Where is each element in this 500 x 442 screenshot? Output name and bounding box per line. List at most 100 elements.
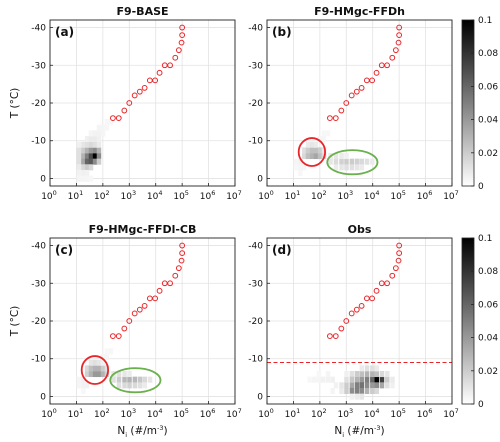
heatmap-cell [317, 136, 323, 143]
panel-title: F9-BASE [116, 5, 168, 18]
x-tick-label: 105 [173, 189, 189, 202]
heatmap-cell [92, 158, 98, 165]
heatmap-cell [84, 365, 90, 372]
x-tick-label: 104 [147, 407, 163, 420]
heatmap-cell [111, 376, 116, 383]
heatmap-cell [317, 152, 323, 160]
x-tick-label: 101 [285, 189, 301, 202]
heatmap-cell [84, 164, 90, 171]
heatmap-cell [344, 387, 349, 395]
reference-marker [389, 272, 396, 279]
heatmap-cell [354, 387, 360, 395]
heatmap-cell [92, 141, 98, 148]
reference-marker [141, 303, 148, 309]
heatmap-cell [76, 164, 81, 171]
x-tick-label: 106 [200, 407, 216, 420]
x-tick-label: 104 [364, 189, 380, 202]
panel-title: Obs [348, 223, 372, 236]
panel-label: (d) [272, 243, 292, 257]
reference-marker [115, 333, 122, 339]
y-tick-label: -20 [248, 99, 263, 109]
x-tick-label: 106 [417, 407, 433, 420]
heatmap-cell [96, 152, 102, 160]
y-tick-labels: 0 -10 -20 -30 -40 [31, 24, 53, 184]
x-tick-label: 100 [258, 189, 274, 202]
heatmap-cell [339, 382, 344, 389]
heatmap-cell [76, 382, 81, 389]
x-tick-label: 107 [443, 407, 459, 420]
heatmap-cell [81, 175, 86, 182]
y-tick-label: -20 [31, 99, 46, 109]
heatmap-cell [116, 370, 122, 378]
x-tick-label: 102 [94, 189, 110, 202]
heatmap-cell [76, 376, 81, 383]
heatmap-cell [81, 152, 86, 160]
heatmap-cell [344, 376, 349, 383]
heatmap-cell [349, 393, 355, 400]
reference-marker [179, 32, 186, 38]
reference-marker [178, 39, 185, 46]
heatmap-cell [76, 158, 81, 165]
heatmap-cell [298, 164, 303, 171]
heatmap-cell [104, 124, 110, 131]
heatmap-cell [349, 370, 355, 378]
y-tick-label: 0 [257, 392, 263, 402]
heatmap-cell [116, 382, 122, 389]
heatmap-cell [385, 376, 390, 383]
heatmap-cells [307, 365, 395, 400]
heatmap-cell [84, 141, 90, 148]
heatmap-cell [88, 175, 94, 182]
heatmap-cell [100, 124, 106, 131]
heatmap-cell [374, 387, 380, 395]
reference-marker [141, 85, 148, 91]
heatmap-cell [88, 147, 94, 154]
heatmap-cell [390, 382, 395, 389]
y-tick-labels: 0 -10 -20 -30 -40 [31, 242, 53, 402]
reference-marker [110, 115, 116, 121]
colorbar-tick-label: 0.04 [478, 116, 498, 126]
reference-marker [152, 77, 159, 84]
reference-marker [384, 62, 390, 69]
heatmap-cells [76, 119, 114, 182]
reference-marker [373, 287, 380, 294]
reference-marker [373, 69, 380, 76]
heatmap-cell [321, 147, 327, 154]
x-tick-label: 107 [226, 189, 242, 202]
heatmap-cell [147, 376, 153, 383]
heatmap-cell [116, 376, 122, 383]
panel-label: (c) [55, 243, 73, 257]
panel-label: (a) [55, 25, 74, 39]
heatmap-cell [374, 370, 380, 378]
heatmap-cell [379, 382, 385, 389]
heatmap-cell [349, 387, 355, 395]
reference-markers [110, 24, 186, 121]
heatmap-cell [344, 370, 349, 378]
heatmap-cell [92, 359, 98, 366]
heatmap-cell [344, 382, 349, 389]
heatmap-cell [364, 365, 370, 372]
heatmap-cell [364, 387, 370, 395]
heatmap-cell [330, 387, 335, 395]
heatmap-cell [81, 158, 86, 165]
y-tick-label: -30 [248, 279, 263, 289]
heatmap-cells [76, 348, 153, 395]
heatmap-cell [359, 393, 365, 400]
reference-marker [348, 92, 355, 99]
reference-marker [348, 310, 355, 317]
x-tick-label: 103 [337, 407, 353, 420]
heatmap-cell [344, 158, 349, 165]
x-tick-label: 105 [390, 189, 406, 202]
y-tick-labels: 0 -10 -20 -30 -40 [248, 242, 270, 402]
heatmap-cell [317, 147, 323, 154]
reference-marker [126, 100, 133, 106]
heatmap-cell [293, 158, 298, 165]
x-tick-label: 103 [120, 407, 136, 420]
reference-marker [110, 333, 116, 339]
colorbar-tick-label: 0 [478, 400, 484, 410]
y-tick-label: -30 [31, 61, 46, 71]
heatmap-cell [370, 376, 375, 383]
reference-marker [152, 295, 159, 302]
y-tick-label: -30 [248, 61, 263, 71]
heatmap-cell [301, 147, 307, 154]
